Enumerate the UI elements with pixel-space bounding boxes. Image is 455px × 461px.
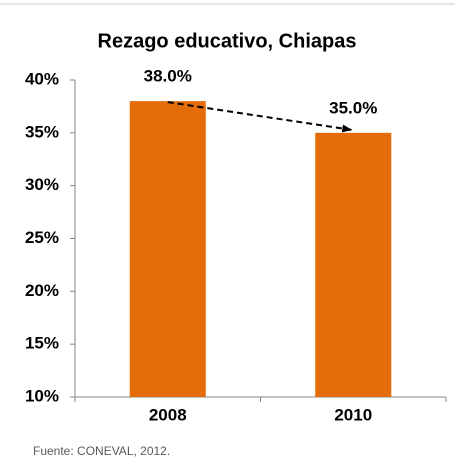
x-tick-label: 2010 <box>334 405 372 424</box>
y-tick-label: 25% <box>25 228 59 247</box>
bar <box>129 101 206 397</box>
y-tick-label: 35% <box>25 122 59 141</box>
chart-title: Rezago educativo, Chiapas <box>98 30 357 52</box>
y-tick-label: 10% <box>25 386 59 405</box>
y-tick-label: 30% <box>25 175 59 194</box>
y-tick-label: 40% <box>25 69 59 88</box>
y-tick-label: 15% <box>25 334 59 353</box>
value-label: 38.0% <box>144 67 192 86</box>
value-label: 35.0% <box>329 98 377 117</box>
x-tick-label: 2008 <box>149 405 187 424</box>
bar <box>315 132 392 398</box>
source-note: Fuente: CONEVAL, 2012. <box>33 444 170 458</box>
y-tick-label: 20% <box>25 281 59 300</box>
trend-arrow <box>167 101 353 133</box>
